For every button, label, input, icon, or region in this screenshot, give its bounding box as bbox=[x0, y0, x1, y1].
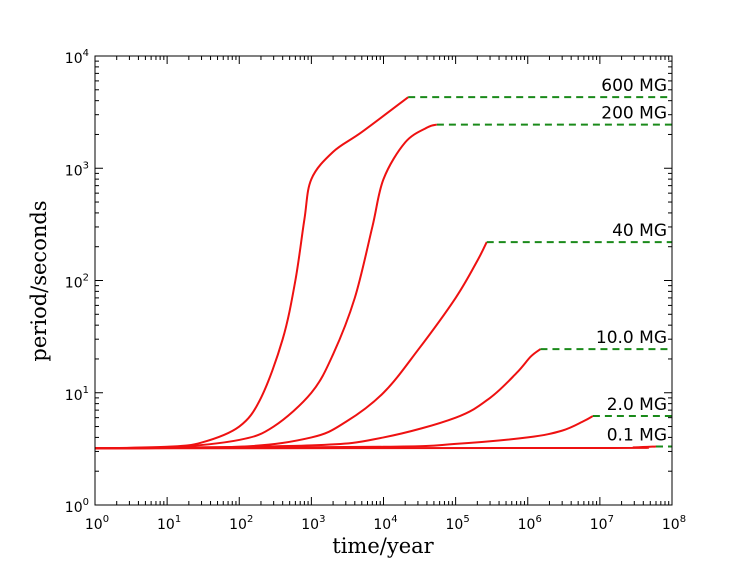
y-tick-label-1: 101 bbox=[65, 385, 89, 404]
x-tick-label-7: 107 bbox=[590, 514, 614, 533]
plateaus-layer bbox=[408, 96, 672, 448]
x-tick-label-5: 105 bbox=[446, 514, 470, 533]
y-axis-title: period/seconds bbox=[27, 200, 51, 361]
x-tick-label-1: 101 bbox=[157, 514, 181, 533]
y-tick-label-0: 100 bbox=[65, 497, 89, 516]
series-curve-5 bbox=[94, 445, 657, 450]
series-curve-0 bbox=[94, 96, 409, 450]
series-label-2: 40 MG bbox=[612, 221, 667, 241]
series-curve-3 bbox=[94, 348, 542, 450]
curves-layer bbox=[94, 96, 657, 450]
series-label-3: 10.0 MG bbox=[596, 328, 667, 348]
series-label-1: 200 MG bbox=[601, 104, 667, 124]
y-tick-label-3: 103 bbox=[65, 160, 89, 179]
x-axis-title: time/year bbox=[332, 534, 434, 558]
ticks-layer bbox=[94, 55, 673, 506]
series-label-0: 600 MG bbox=[601, 76, 667, 96]
y-tick-label-4: 104 bbox=[65, 48, 89, 67]
series-label-4: 2.0 MG bbox=[607, 395, 667, 415]
curve-labels-layer: 600 MG 200 MG 40 MG 10.0 MG 2.0 MG 0.1 MG bbox=[596, 76, 667, 445]
y-tick-label-2: 102 bbox=[65, 273, 89, 292]
series-label-5: 0.1 MG bbox=[607, 426, 667, 446]
x-tick-label-4: 104 bbox=[373, 514, 397, 533]
tick-labels-layer: 100 101 102 103 104 105 106 107 108 100 101 102 103 1… bbox=[65, 48, 686, 533]
x-tick-label-2: 102 bbox=[229, 514, 253, 533]
x-tick-label-0: 100 bbox=[85, 514, 109, 533]
x-tick-label-6: 106 bbox=[518, 514, 542, 533]
series-curve-1 bbox=[94, 123, 438, 450]
x-tick-label-3: 103 bbox=[301, 514, 325, 533]
x-tick-label-8: 108 bbox=[662, 514, 686, 533]
